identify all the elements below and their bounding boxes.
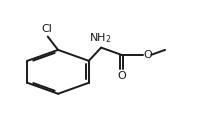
Text: Cl: Cl [42,24,53,34]
Text: O: O [143,50,152,60]
Text: O: O [117,71,126,82]
Text: NH$_2$: NH$_2$ [89,31,111,45]
